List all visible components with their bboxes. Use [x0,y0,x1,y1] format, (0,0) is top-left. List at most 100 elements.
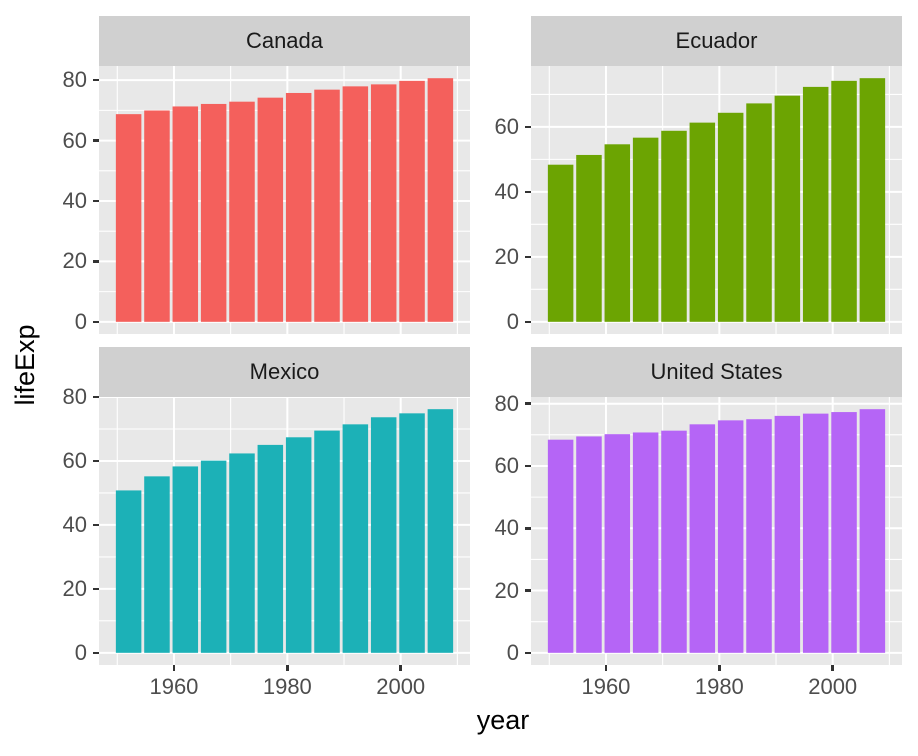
bar-ecuador-1952 [547,164,574,322]
bar-united-states-1987 [746,419,772,653]
x-tick-label: 1980 [694,674,744,699]
y-tick-mark [93,523,99,527]
bar-canada-1967 [200,103,227,322]
x-tick-mark [172,665,176,671]
x-tick-label: 2000 [808,674,858,699]
y-tick-label: 20 [62,248,87,274]
y-tick-label: 80 [494,390,519,416]
bar-canada-1952 [115,114,142,322]
bar-mexico-1972 [229,453,255,653]
bar-mexico-1992 [342,424,369,653]
bar-canada-2007 [427,78,454,322]
bar-ecuador-2007 [859,78,886,322]
bar-canada-1987 [314,89,340,322]
facet-strip-mexico: Mexico [99,347,470,397]
x-tick-mark [286,665,289,671]
y-tick-mark [525,527,531,530]
y-tick-mark [525,589,531,592]
bar-united-states-1967 [632,432,659,653]
y-tick-mark [93,139,99,142]
facet-title: United States [650,359,783,384]
bar-canada-1982 [285,92,312,322]
bar-mexico-1957 [144,476,170,653]
bar-ecuador-2002 [831,80,857,322]
x-tick-label: 1960 [581,674,631,699]
bar-canada-1957 [144,110,170,322]
y-tick-mark [93,78,99,82]
y-tick-mark [93,395,99,399]
y-tick-mark [525,320,531,324]
y-tick-label: 40 [494,178,519,204]
bar-ecuador-1972 [661,130,687,322]
y-tick-mark [525,402,531,405]
bar-ecuador-1967 [632,137,659,322]
bar-united-states-1957 [576,436,602,653]
x-axis-title: year [476,705,530,735]
bar-united-states-1997 [802,413,829,653]
bar-canada-2002 [399,80,425,322]
bar-united-states-1952 [547,439,574,653]
y-tick-label: 20 [494,577,519,603]
bar-mexico-1997 [370,417,397,653]
bar-ecuador-1987 [746,103,772,322]
y-tick-label: 40 [62,511,87,537]
bar-canada-1972 [229,101,255,322]
y-tick-label: 60 [494,452,519,478]
bar-mexico-2002 [399,413,425,653]
x-tick-label: 1980 [262,674,312,699]
y-tick-mark [93,459,99,463]
bar-ecuador-1997 [802,86,829,322]
y-tick-label: 80 [62,384,87,410]
bar-mexico-1952 [115,490,142,653]
y-tick-label: 0 [74,639,87,665]
bar-united-states-1962 [604,434,631,653]
y-tick-mark [525,651,531,655]
y-tick-label: 0 [74,308,87,334]
facet-panel-united-states [531,397,902,665]
bar-ecuador-1977 [689,122,716,322]
bar-united-states-1992 [774,415,801,653]
facet-strip-canada: Canada [99,16,470,66]
bar-mexico-1962 [172,466,199,653]
facet-strip-ecuador: Ecuador [531,16,902,66]
y-tick-label: 20 [494,243,519,269]
bar-mexico-2007 [427,409,454,653]
x-tick-label: 1960 [149,674,199,699]
y-tick-mark [525,255,531,259]
y-tick-mark [93,587,99,591]
bar-mexico-1982 [285,437,312,653]
bar-canada-1992 [342,86,369,322]
y-tick-label: 0 [506,308,519,334]
bar-united-states-2007 [859,409,886,653]
bar-canada-1962 [172,106,199,322]
facet-title: Canada [245,28,324,53]
y-tick-mark [525,464,531,468]
facet-panel-mexico [99,397,470,665]
bar-ecuador-1962 [604,144,631,322]
bar-ecuador-1982 [717,112,744,322]
y-tick-mark [93,320,99,324]
bar-mexico-1977 [257,444,284,653]
facet-strip-united-states: United States [531,347,902,397]
x-tick-mark [831,665,834,671]
bar-united-states-1972 [661,430,687,653]
x-tick-mark [399,665,402,671]
facet-panel-ecuador [531,66,902,334]
y-tick-label: 60 [494,113,519,139]
y-tick-label: 40 [62,187,87,213]
bar-mexico-1967 [200,460,227,653]
bar-ecuador-1992 [774,95,801,322]
y-tick-mark [525,190,531,194]
bar-united-states-2002 [831,412,857,653]
x-tick-mark [604,665,608,671]
x-tick-mark [718,665,721,671]
y-tick-label: 20 [62,575,87,601]
y-tick-label: 60 [62,447,87,473]
bar-ecuador-1957 [576,154,602,322]
y-tick-label: 60 [62,127,87,153]
facet-panel-canada [99,66,470,334]
bar-united-states-1982 [717,420,744,653]
y-tick-label: 80 [62,67,87,93]
bar-canada-1997 [370,84,397,322]
y-tick-mark [93,199,99,203]
